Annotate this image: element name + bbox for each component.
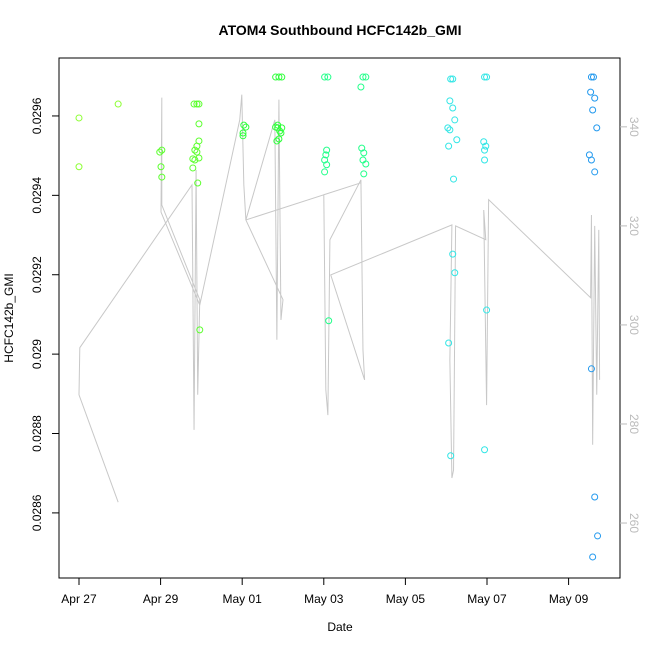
point: [451, 116, 459, 124]
point: [275, 73, 283, 81]
point: [446, 97, 454, 105]
y2-tick-label: 320: [627, 216, 641, 236]
point: [587, 365, 595, 373]
y-axis-label: HCFC142b_GMI: [2, 273, 16, 362]
y-tick-label: 0.0296: [30, 97, 44, 134]
point: [587, 88, 595, 96]
point: [324, 73, 332, 81]
point: [451, 269, 459, 277]
point: [114, 100, 122, 108]
point: [449, 104, 457, 112]
y2-tick-label: 280: [627, 414, 641, 434]
point: [360, 149, 368, 157]
point: [362, 160, 370, 168]
x-tick-label: May 01: [223, 592, 263, 606]
point: [447, 452, 455, 460]
point: [239, 129, 247, 137]
point: [321, 168, 329, 176]
point: [325, 317, 333, 325]
y-tick-label: 0.0294: [30, 177, 44, 214]
point: [589, 553, 597, 561]
point: [481, 146, 489, 154]
point: [195, 120, 203, 128]
point: [196, 326, 204, 334]
x-tick-label: Apr 27: [61, 592, 97, 606]
point: [449, 75, 457, 83]
point: [481, 446, 489, 454]
point: [360, 170, 368, 178]
y2-tick-label: 260: [627, 513, 641, 533]
point: [275, 135, 283, 143]
line: [78, 94, 601, 503]
point: [589, 73, 597, 81]
point: [357, 83, 365, 91]
y2-tick-label: 300: [627, 315, 641, 335]
point: [587, 156, 595, 164]
point: [75, 114, 83, 122]
point: [445, 142, 453, 150]
point: [593, 124, 601, 132]
point: [322, 151, 330, 159]
point: [277, 129, 285, 137]
y-tick-label: 0.0286: [30, 494, 44, 531]
point: [323, 161, 331, 169]
point: [195, 100, 203, 108]
point: [482, 142, 490, 150]
y-tick-label: 0.029: [30, 339, 44, 369]
point: [194, 179, 202, 187]
point: [157, 163, 165, 171]
point: [158, 146, 166, 154]
y-tick-label: 0.0288: [30, 415, 44, 452]
point: [450, 175, 458, 183]
point: [193, 100, 201, 108]
x-tick-label: May 07: [467, 592, 507, 606]
point: [274, 121, 282, 129]
point: [447, 75, 455, 83]
point: [589, 106, 597, 114]
point: [75, 163, 83, 171]
point: [446, 126, 454, 134]
point: [362, 73, 370, 81]
point: [481, 156, 489, 164]
point: [594, 532, 602, 540]
point: [191, 156, 199, 164]
point: [189, 164, 197, 172]
point: [156, 148, 164, 156]
point: [193, 148, 201, 156]
point: [190, 100, 198, 108]
point: [483, 306, 491, 314]
point: [273, 137, 281, 145]
x-tick-label: Apr 29: [143, 592, 179, 606]
point: [321, 73, 329, 81]
point: [359, 73, 367, 81]
point: [449, 250, 457, 258]
point: [591, 168, 599, 176]
point: [591, 94, 599, 102]
point: [453, 136, 461, 144]
point: [445, 339, 453, 347]
point: [591, 493, 599, 501]
x-tick-label: May 09: [549, 592, 589, 606]
point: [158, 173, 166, 181]
point: [481, 73, 489, 81]
chart-title: ATOM4 Southbound HCFC142b_GMI: [219, 22, 462, 38]
y-tick-label: 0.0292: [30, 256, 44, 293]
x-tick-label: May 03: [304, 592, 344, 606]
point: [483, 73, 491, 81]
point: [444, 124, 452, 132]
plot-frame: [58, 57, 621, 579]
y2-tick-label: 340: [627, 117, 641, 137]
point: [239, 132, 247, 140]
x-axis-label: Date: [327, 620, 353, 634]
point: [587, 73, 595, 81]
point: [323, 146, 331, 154]
point: [278, 73, 286, 81]
point: [191, 146, 199, 154]
point: [242, 123, 250, 131]
x-tick-label: May 05: [386, 592, 426, 606]
point: [480, 138, 488, 146]
point: [240, 121, 248, 129]
